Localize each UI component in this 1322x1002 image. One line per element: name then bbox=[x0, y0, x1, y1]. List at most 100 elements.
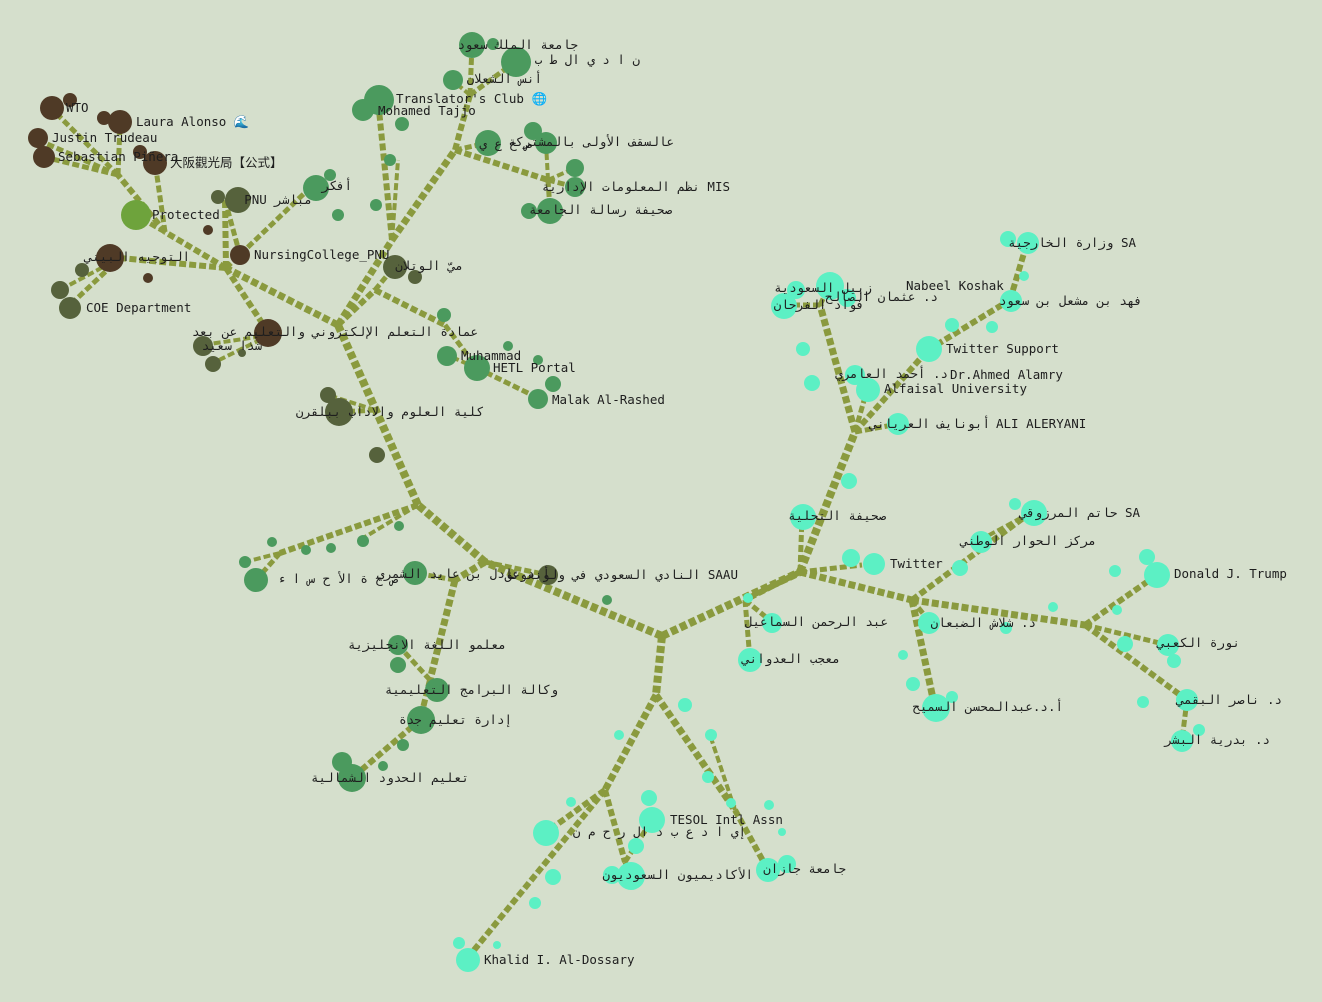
tree-node[interactable] bbox=[922, 694, 950, 722]
tree-node[interactable] bbox=[916, 336, 942, 362]
tree-node[interactable] bbox=[501, 47, 531, 77]
tree-node[interactable] bbox=[1144, 562, 1170, 588]
tree-node[interactable] bbox=[244, 568, 268, 592]
tree-node[interactable] bbox=[397, 739, 409, 751]
tree-node[interactable] bbox=[529, 897, 541, 909]
tree-node[interactable] bbox=[239, 556, 251, 568]
tree-node[interactable] bbox=[407, 706, 435, 734]
tree-node[interactable] bbox=[863, 553, 885, 575]
tree-node[interactable] bbox=[453, 937, 465, 949]
tree-node[interactable] bbox=[614, 730, 624, 740]
tree-node[interactable] bbox=[762, 613, 782, 633]
tree-node[interactable] bbox=[790, 504, 816, 530]
tree-node[interactable] bbox=[537, 198, 563, 224]
tree-node[interactable] bbox=[918, 612, 940, 634]
tree-node[interactable] bbox=[225, 187, 251, 213]
tree-node[interactable] bbox=[705, 729, 717, 741]
tree-node[interactable] bbox=[254, 319, 282, 347]
tree-node[interactable] bbox=[778, 828, 786, 836]
tree-node[interactable] bbox=[503, 341, 513, 351]
tree-node[interactable] bbox=[838, 289, 856, 307]
tree-node[interactable] bbox=[641, 790, 657, 806]
tree-node[interactable] bbox=[378, 761, 388, 771]
tree-node[interactable] bbox=[970, 531, 992, 553]
tree-node[interactable] bbox=[443, 70, 463, 90]
tree-node[interactable] bbox=[238, 349, 246, 357]
tree-node[interactable] bbox=[1139, 549, 1155, 565]
tree-node[interactable] bbox=[533, 820, 559, 846]
tree-node[interactable] bbox=[617, 862, 645, 890]
tree-node[interactable] bbox=[566, 797, 576, 807]
tree-node[interactable] bbox=[856, 378, 880, 402]
tree-node[interactable] bbox=[193, 336, 213, 356]
tree-node[interactable] bbox=[906, 677, 920, 691]
tree-node[interactable] bbox=[726, 798, 736, 808]
tree-node[interactable] bbox=[370, 199, 382, 211]
tree-node[interactable] bbox=[1048, 602, 1058, 612]
tree-node[interactable] bbox=[143, 151, 167, 175]
tree-node[interactable] bbox=[205, 356, 221, 372]
tree-node[interactable] bbox=[796, 342, 810, 356]
tree-node[interactable] bbox=[842, 549, 860, 567]
tree-node[interactable] bbox=[75, 263, 89, 277]
tree-node[interactable] bbox=[678, 698, 692, 712]
tree-node[interactable] bbox=[395, 117, 409, 131]
tree-node[interactable] bbox=[211, 190, 225, 204]
tree-node[interactable] bbox=[301, 545, 311, 555]
tree-node[interactable] bbox=[28, 128, 48, 148]
tree-node[interactable] bbox=[51, 281, 69, 299]
tree-node[interactable] bbox=[986, 321, 998, 333]
tree-node[interactable] bbox=[267, 537, 277, 547]
tree-node[interactable] bbox=[493, 941, 501, 949]
tree-node[interactable] bbox=[952, 560, 968, 576]
tree-node[interactable] bbox=[887, 413, 909, 435]
tree-node[interactable] bbox=[804, 375, 820, 391]
tree-node[interactable] bbox=[357, 535, 369, 547]
tree-node[interactable] bbox=[352, 99, 374, 121]
tree-node[interactable] bbox=[756, 858, 780, 882]
tree-node[interactable] bbox=[764, 800, 774, 810]
tree-node[interactable] bbox=[639, 807, 665, 833]
tree-node[interactable] bbox=[384, 154, 396, 166]
tree-node[interactable] bbox=[1112, 605, 1122, 615]
tree-node[interactable] bbox=[332, 752, 352, 772]
tree-node[interactable] bbox=[475, 130, 501, 156]
tree-node[interactable] bbox=[425, 678, 449, 702]
tree-node[interactable] bbox=[230, 245, 250, 265]
tree-node[interactable] bbox=[96, 244, 124, 272]
tree-node[interactable] bbox=[628, 838, 644, 854]
tree-node[interactable] bbox=[1117, 636, 1133, 652]
tree-node[interactable] bbox=[533, 355, 543, 365]
tree-node[interactable] bbox=[778, 855, 796, 873]
tree-node[interactable] bbox=[538, 565, 558, 585]
tree-node[interactable] bbox=[325, 398, 353, 426]
tree-node[interactable] bbox=[1137, 696, 1149, 708]
tree-node[interactable] bbox=[59, 297, 81, 319]
tree-node[interactable] bbox=[408, 270, 422, 284]
tree-node[interactable] bbox=[383, 255, 407, 279]
tree-node[interactable] bbox=[63, 93, 77, 107]
tree-node[interactable] bbox=[143, 273, 153, 283]
tree-node[interactable] bbox=[1000, 231, 1016, 247]
tree-node[interactable] bbox=[369, 447, 385, 463]
tree-node[interactable] bbox=[565, 177, 585, 197]
tree-node[interactable] bbox=[1157, 634, 1179, 656]
tree-node[interactable] bbox=[464, 355, 490, 381]
tree-node[interactable] bbox=[437, 346, 457, 366]
tree-node[interactable] bbox=[945, 318, 959, 332]
tree-node[interactable] bbox=[816, 272, 844, 300]
tree-node[interactable] bbox=[1017, 232, 1039, 254]
tree-node[interactable] bbox=[545, 869, 561, 885]
tree-node[interactable] bbox=[324, 169, 336, 181]
tree-node[interactable] bbox=[743, 593, 753, 603]
tree-node[interactable] bbox=[545, 376, 561, 392]
tree-node[interactable] bbox=[1109, 565, 1121, 577]
tree-node[interactable] bbox=[1021, 500, 1047, 526]
tree-node[interactable] bbox=[320, 387, 336, 403]
tree-node[interactable] bbox=[521, 203, 537, 219]
tree-node[interactable] bbox=[390, 657, 406, 673]
tree-node[interactable] bbox=[528, 389, 548, 409]
tree-node[interactable] bbox=[40, 96, 64, 120]
tree-node[interactable] bbox=[602, 595, 612, 605]
tree-node[interactable] bbox=[108, 110, 132, 134]
